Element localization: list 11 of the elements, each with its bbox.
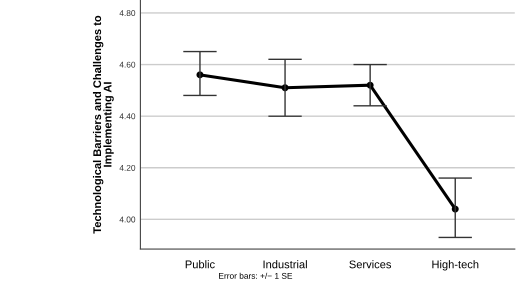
text: Error bars: +/− 1 SE — [219, 272, 292, 279]
y-tick-label: 4.40 — [120, 113, 136, 120]
x-tick-label: Public — [186, 260, 215, 268]
y-tick-label: 4.00 — [120, 216, 136, 222]
y-tick-label: 4.60 — [120, 62, 136, 68]
x-tick-label: Services — [349, 260, 392, 268]
x-tick-label: Industrial — [264, 260, 307, 268]
y-axis-title: Technological Barriers and Challenges to Implementing AI — [92, 16, 114, 234]
x-tick-label: High-tech — [432, 260, 478, 271]
y-tick-label: 4.20 — [120, 164, 136, 171]
y-tick-label: 4.80 — [120, 10, 136, 16]
